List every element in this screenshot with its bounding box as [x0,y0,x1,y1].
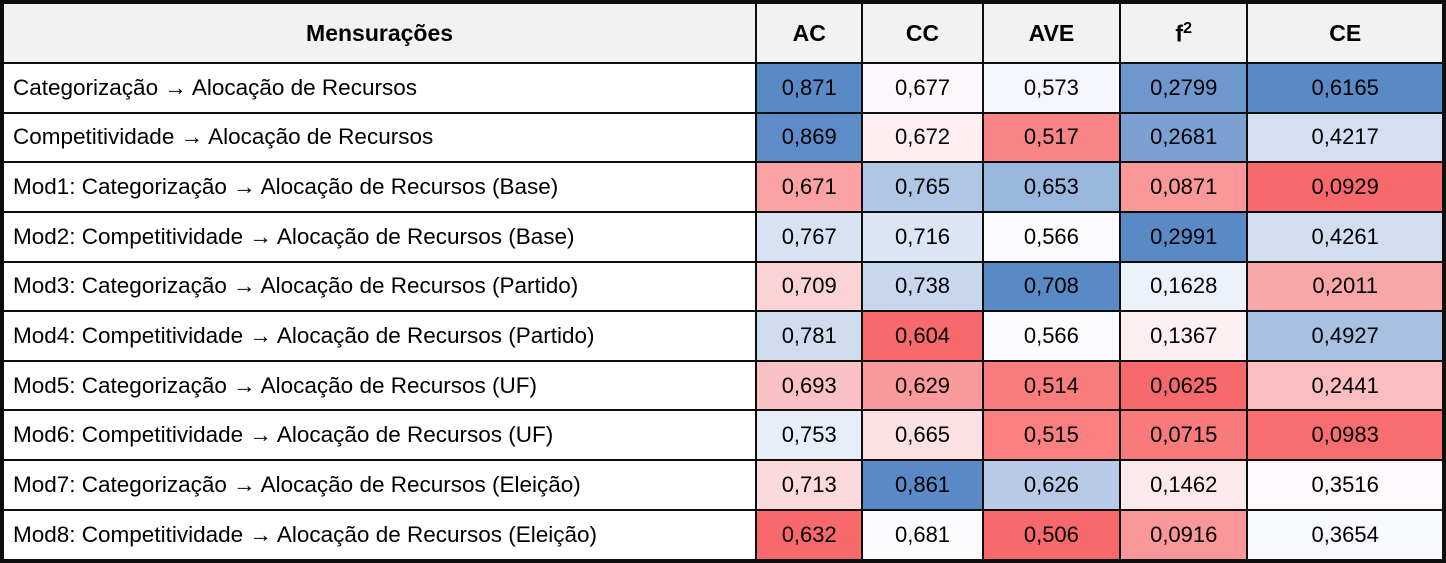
value-cell: 0,4217 [1246,111,1445,164]
value-cell: 0,713 [755,459,864,511]
row-label: Mod4: Competitividade → Alocação de Recu… [0,310,758,362]
header-f2: f2 [1119,1,1249,64]
table-body: Categorização → Alocação de Recursos 0,87… [0,62,1445,563]
value-cell: 0,671 [755,161,864,213]
value-cell: 0,573 [981,62,1122,114]
value-cell: 0,709 [755,260,864,313]
row-label: Mod3: Categorização → Alocação de Recurs… [0,260,758,313]
table-row: Mod5: Categorização → Alocação de Recurs… [0,359,1445,412]
header-ce: CE [1246,1,1445,64]
value-cell: 0,677 [861,62,984,114]
table-row: Mod6: Competitividade → Alocação de Recu… [0,409,1445,461]
value-cell: 0,517 [981,111,1122,164]
value-cell: 0,708 [981,260,1122,313]
value-cell: 0,2991 [1119,210,1249,263]
header-mensuracoes: Mensurações [0,1,758,64]
header-ave: AVE [981,1,1122,64]
value-cell: 0,665 [861,409,984,461]
row-label: Competitividade → Alocação de Recursos [0,111,758,164]
row-label: Mod2: Competitividade → Alocação de Recu… [0,210,758,263]
value-cell: 0,781 [755,310,864,362]
row-label: Categorização → Alocação de Recursos [0,62,758,114]
header-cc: CC [861,1,984,64]
value-cell: 0,506 [981,508,1122,563]
table-row: Mod8: Competitividade → Alocação de Recu… [0,508,1445,563]
table-row: Mod7: Categorização → Alocação de Recurs… [0,459,1445,511]
table-row: Mod1: Categorização → Alocação de Recurs… [0,161,1445,213]
value-cell: 0,0983 [1246,409,1445,461]
value-cell: 0,0625 [1119,359,1249,412]
value-cell: 0,653 [981,161,1122,213]
value-cell: 0,566 [981,210,1122,263]
row-label: Mod5: Categorização → Alocação de Recurs… [0,359,758,412]
value-cell: 0,861 [861,459,984,511]
row-label: Mod8: Competitividade → Alocação de Recu… [0,508,758,563]
row-label: Mod7: Categorização → Alocação de Recurs… [0,459,758,511]
value-cell: 0,2011 [1246,260,1445,313]
value-cell: 0,514 [981,359,1122,412]
value-cell: 0,604 [861,310,984,362]
table-row: Mod3: Categorização → Alocação de Recurs… [0,260,1445,313]
table-row: Competitividade → Alocação de Recursos 0,… [0,111,1445,164]
value-cell: 0,0715 [1119,409,1249,461]
value-cell: 0,765 [861,161,984,213]
table-row: Categorização → Alocação de Recursos 0,87… [0,62,1445,114]
value-cell: 0,2441 [1246,359,1445,412]
value-cell: 0,869 [755,111,864,164]
value-cell: 0,1628 [1119,260,1249,313]
value-cell: 0,632 [755,508,864,563]
value-cell: 0,0916 [1119,508,1249,563]
value-cell: 0,566 [981,310,1122,362]
value-cell: 0,4261 [1246,210,1445,263]
value-cell: 0,871 [755,62,864,114]
value-cell: 0,2681 [1119,111,1249,164]
value-cell: 0,2799 [1119,62,1249,114]
value-cell: 0,767 [755,210,864,263]
value-cell: 0,753 [755,409,864,461]
value-cell: 0,672 [861,111,984,164]
value-cell: 0,0929 [1246,161,1445,213]
value-cell: 0,1367 [1119,310,1249,362]
value-cell: 0,693 [755,359,864,412]
value-cell: 0,3654 [1246,508,1445,563]
value-cell: 0,0871 [1119,161,1249,213]
value-cell: 0,1462 [1119,459,1249,511]
value-cell: 0,738 [861,260,984,313]
header-ac: AC [755,1,864,64]
row-label: Mod6: Competitividade → Alocação de Recu… [0,409,758,461]
value-cell: 0,681 [861,508,984,563]
row-label: Mod1: Categorização → Alocação de Recurs… [0,161,758,213]
header-row: Mensurações AC CC AVE f2 CE [0,1,1445,64]
table-row: Mod4: Competitividade → Alocação de Recu… [0,310,1445,362]
value-cell: 0,6165 [1246,62,1445,114]
value-cell: 0,515 [981,409,1122,461]
value-cell: 0,3516 [1246,459,1445,511]
value-cell: 0,626 [981,459,1122,511]
table-header: Mensurações AC CC AVE f2 CE [0,1,1445,64]
value-cell: 0,4927 [1246,310,1445,362]
value-cell: 0,716 [861,210,984,263]
table-row: Mod2: Competitividade → Alocação de Recu… [0,210,1445,263]
value-cell: 0,629 [861,359,984,412]
